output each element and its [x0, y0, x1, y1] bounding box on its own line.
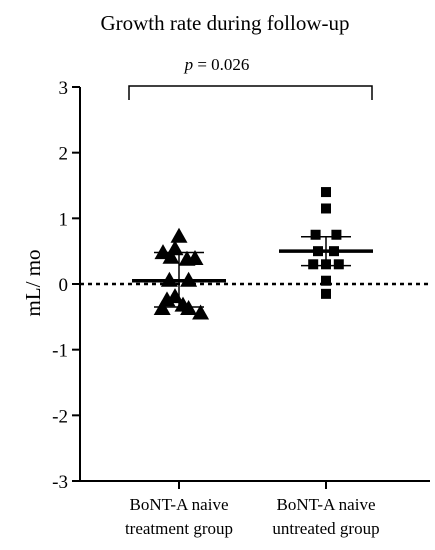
y-axis: 3 2 1 0 -1 -2 -3 [52, 78, 81, 493]
square-point [321, 275, 331, 286]
triangle-point [180, 271, 198, 287]
y-axis-label: mL/ mo [21, 249, 45, 316]
x-tick-label: untreated group [272, 519, 379, 538]
p-value-text: = 0.026 [193, 55, 249, 74]
triangle-point [192, 304, 210, 320]
y-tick-label: -1 [52, 341, 68, 362]
square-point [321, 288, 331, 299]
y-tick-label: 2 [59, 144, 69, 165]
data-points [153, 187, 344, 320]
square-point [310, 229, 321, 240]
square-point [329, 246, 339, 257]
y-tick-label: 0 [59, 275, 69, 296]
triangle-point [166, 240, 184, 256]
y-tick-label: 1 [59, 209, 69, 230]
x-axis: BoNT-A naive treatment group BoNT-A naive u… [80, 480, 430, 538]
chart-title: Growth rate during follow-up [100, 11, 349, 35]
triangle-point [153, 299, 171, 315]
p-value-annotation: p = 0.026 [184, 55, 250, 74]
triangle-point [186, 250, 204, 266]
square-point [321, 187, 331, 198]
p-value-symbol: p [184, 55, 194, 74]
square-point [333, 259, 344, 270]
x-tick-label: BoNT-A naive [276, 495, 375, 514]
triangle-point [170, 227, 188, 243]
x-tick-label: treatment group [125, 519, 233, 538]
square-point [321, 203, 331, 214]
y-tick-label: -2 [52, 406, 68, 427]
triangle-point [162, 248, 180, 264]
significance-bracket [128, 85, 373, 100]
square-point [321, 259, 331, 270]
triangle-point [160, 271, 178, 287]
square-point [308, 259, 319, 270]
y-tick-label: -3 [52, 472, 68, 493]
triangle-point [166, 288, 184, 304]
x-tick-label: BoNT-A naive [129, 495, 228, 514]
y-tick-label: 3 [59, 78, 69, 99]
square-point [313, 246, 323, 257]
triangle-point [180, 299, 198, 315]
square-point [331, 229, 342, 240]
